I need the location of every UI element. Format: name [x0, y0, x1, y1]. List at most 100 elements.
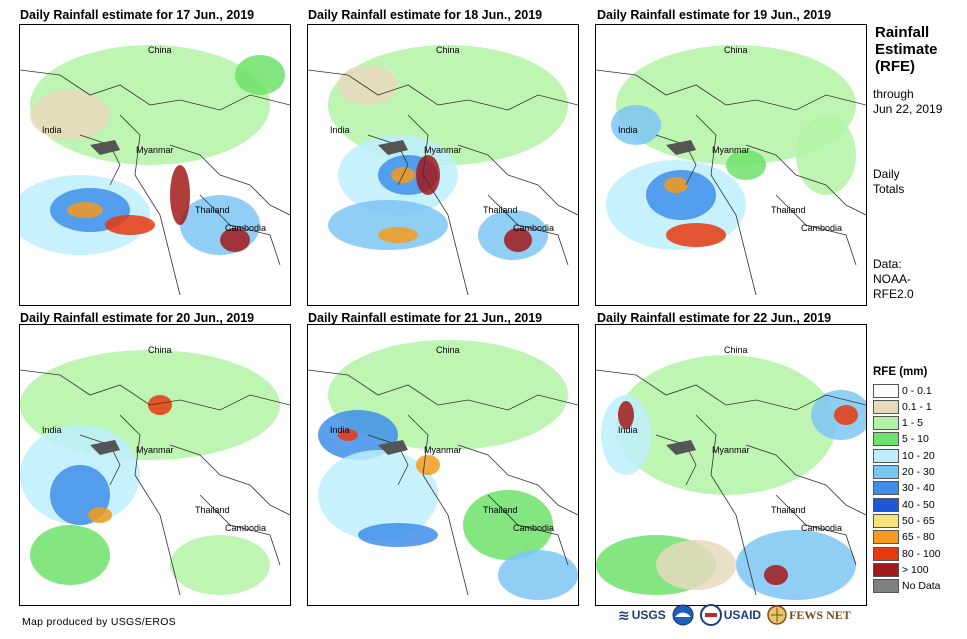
noaa-emblem-icon: [672, 604, 694, 626]
fewsnet-logo-text: FEWS NET: [789, 607, 851, 622]
legend-label: 65 - 80: [902, 531, 935, 544]
country-border: [655, 434, 697, 486]
country-label-thailand: Thailand: [483, 205, 518, 215]
rainfall-area: [105, 215, 155, 235]
country-border: [457, 444, 578, 516]
rainfall-area: [504, 228, 532, 252]
map-17jun: China India Myanmar Thailand Cambodia: [19, 24, 291, 306]
usaid-logo-text: USAID: [723, 608, 762, 622]
country-label-china: China: [724, 345, 748, 355]
legend-swatch: [873, 448, 899, 463]
legend-item: 80 - 100: [873, 546, 941, 561]
through-line: Jun 22, 2019: [873, 102, 943, 116]
sidebar-title-line: (RFE): [875, 58, 915, 75]
data-source: Data: NOAA- RFE2.0: [873, 257, 914, 302]
rainfall-area: [726, 150, 766, 180]
country-label-myanmar: Myanmar: [424, 445, 462, 455]
usgs-logo: ≋ USGS: [618, 607, 666, 624]
no-data-area: [90, 140, 120, 155]
rainfall-area: [148, 395, 172, 415]
country-label-india: India: [42, 425, 62, 435]
legend-item: > 100: [873, 562, 929, 577]
legend-swatch: [873, 562, 899, 577]
panel-title-19jun: Daily Rainfall estimate for 19 Jun., 201…: [597, 8, 832, 22]
rainfall-area: [416, 455, 440, 475]
country-label-china: China: [436, 345, 460, 355]
legend-item: 50 - 65: [873, 513, 935, 528]
legend-item: 30 - 40: [873, 481, 935, 496]
rainfall-area: [498, 550, 578, 600]
rainfall-area: [235, 55, 285, 95]
no-data-area: [666, 140, 696, 155]
legend-item: 65 - 80: [873, 530, 935, 545]
country-label-china: China: [148, 345, 172, 355]
rainfall-area: [463, 490, 553, 560]
no-data-area: [90, 440, 120, 455]
legend-item: 0.1 - 1: [873, 399, 932, 414]
map-19jun: China India Myanmar Thailand Cambodia: [595, 24, 867, 306]
legend-swatch: [873, 465, 899, 479]
usgs-logo-text: USGS: [631, 608, 666, 622]
credit-text: Map produced by USGS/EROS: [22, 616, 176, 628]
usaid-logo: USAID: [699, 604, 762, 626]
country-border: [199, 494, 281, 566]
country-label-cambodia: Cambodia: [801, 523, 843, 533]
data-line: RFE2.0: [873, 287, 914, 301]
country-border: [695, 114, 757, 296]
rainfall-area: [67, 202, 103, 218]
rainfall-area: [416, 155, 440, 195]
country-label-india: India: [330, 125, 350, 135]
sidebar-title-line: Estimate: [875, 41, 938, 58]
rainfall-map-graphic: [20, 45, 290, 296]
legend-swatch: [873, 383, 899, 398]
rainfall-area: [328, 200, 448, 250]
country-border: [308, 369, 578, 411]
country-border: [407, 414, 469, 596]
legend-swatch: [873, 530, 899, 545]
panel-title-22jun: Daily Rainfall estimate for 22 Jun., 201…: [597, 311, 832, 325]
legend-swatch: [873, 432, 899, 447]
country-border: [655, 134, 697, 186]
legend-item: 40 - 50: [873, 497, 935, 512]
legend-label: 10 - 20: [902, 449, 935, 462]
rainfall-area: [646, 170, 716, 220]
rainfall-area: [616, 45, 856, 165]
country-border: [367, 434, 409, 486]
rainfall-area: [88, 507, 112, 523]
country-border: [79, 434, 121, 486]
country-label-myanmar: Myanmar: [136, 445, 174, 455]
logo-strip: ≋ USGS USAID FEWS NET: [618, 604, 851, 626]
rainfall-area: [618, 401, 634, 429]
legend-item: 0 - 0.1: [873, 383, 932, 398]
panel-title-17jun: Daily Rainfall estimate for 17 Jun., 201…: [20, 8, 255, 22]
rainfall-map-graphic: [308, 340, 578, 600]
country-label-china: China: [148, 45, 172, 55]
legend-item: 5 - 10: [873, 432, 929, 447]
country-border: [79, 134, 121, 186]
data-line: Data:: [873, 257, 902, 271]
country-border: [775, 494, 857, 566]
no-data-area: [378, 440, 408, 455]
country-border: [367, 134, 409, 186]
legend-title: RFE (mm): [873, 366, 928, 378]
country-border: [308, 69, 578, 111]
country-label-india: India: [330, 425, 350, 435]
country-border: [487, 494, 569, 566]
legend-item: 1 - 5: [873, 416, 923, 431]
legend-swatch: [873, 481, 899, 496]
map-20jun: China India Myanmar Thailand Cambodia: [19, 324, 291, 606]
country-border: [119, 414, 181, 596]
country-border: [775, 194, 857, 266]
rainfall-area: [318, 450, 438, 540]
country-border: [407, 114, 469, 296]
legend-label: 1 - 5: [902, 417, 924, 430]
legend-item: No Data: [873, 579, 941, 594]
totals-line: Totals: [873, 182, 905, 196]
rainfall-map-graphic: [596, 355, 866, 600]
country-label-myanmar: Myanmar: [424, 145, 462, 155]
country-border: [457, 144, 578, 216]
map-21jun: China India Myanmar Thailand Cambodia: [307, 324, 579, 606]
usaid-seal-icon: [699, 604, 722, 626]
country-border: [487, 194, 569, 266]
country-label-india: India: [42, 125, 62, 135]
